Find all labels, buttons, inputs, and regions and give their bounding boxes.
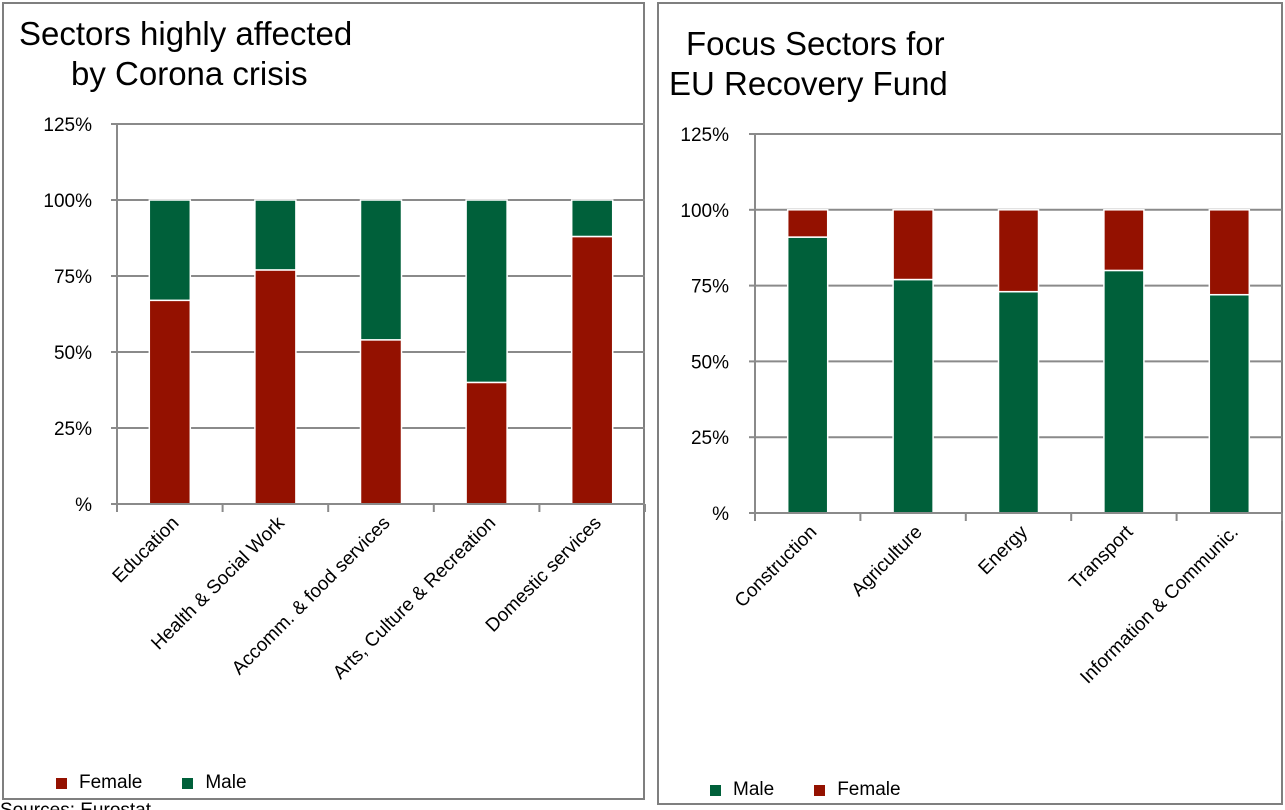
legend-label-female: Female bbox=[837, 779, 901, 800]
bar-female bbox=[148, 299, 192, 505]
bar-male bbox=[1208, 293, 1251, 514]
bar-male bbox=[997, 290, 1040, 514]
legend-swatch-female bbox=[56, 777, 67, 789]
chart-title-line-2: EU Recovery Fund bbox=[669, 65, 948, 102]
bar-male bbox=[892, 278, 934, 514]
axes bbox=[111, 123, 646, 512]
bar-female bbox=[465, 381, 508, 505]
chart-title-line-1: Sectors highly affected bbox=[19, 15, 353, 52]
y-tick-label: 75% bbox=[691, 277, 729, 298]
legend-label-male: Male bbox=[205, 772, 247, 793]
y-tick-label: % bbox=[712, 504, 729, 525]
y-tick-label: 100% bbox=[43, 191, 92, 212]
y-tick-label: 125% bbox=[680, 125, 729, 146]
bar-female bbox=[1208, 209, 1251, 296]
y-tick-label: 125% bbox=[43, 115, 92, 136]
legend-swatch-male bbox=[710, 784, 721, 796]
bar-male bbox=[359, 199, 403, 341]
y-tick-label: 50% bbox=[691, 352, 729, 373]
y-tick-label: 100% bbox=[680, 201, 729, 222]
bar-male bbox=[786, 236, 829, 514]
bar-female bbox=[1103, 209, 1145, 272]
y-tick-label: 25% bbox=[54, 419, 92, 440]
chart-legend: Female Male bbox=[56, 772, 287, 794]
bar-female bbox=[786, 209, 829, 238]
bar-female bbox=[997, 209, 1040, 293]
axes bbox=[749, 133, 1283, 521]
legend-label-female: Female bbox=[79, 772, 143, 793]
legend-item-female: Female bbox=[56, 772, 142, 794]
bar-female bbox=[570, 235, 614, 505]
x-category-label: Agriculture bbox=[848, 522, 927, 601]
chart-title: Focus Sectors for EU Recovery Fund bbox=[669, 24, 948, 104]
legend-item-male: Male bbox=[710, 779, 774, 801]
legend-item-female: Female bbox=[814, 779, 901, 801]
chart-panel-eu-recovery-fund: Focus Sectors for EU Recovery Fund % 25% 50… bbox=[657, 2, 1283, 805]
y-tick-label: % bbox=[75, 495, 92, 516]
legend-item-male: Male bbox=[182, 772, 247, 794]
legend-swatch-female bbox=[814, 784, 826, 796]
bar-male bbox=[148, 199, 192, 302]
x-category-label: Transport bbox=[1066, 521, 1138, 593]
legend-label-male: Male bbox=[733, 779, 775, 800]
x-category-label: Construction bbox=[731, 522, 821, 612]
bar-male bbox=[254, 199, 297, 271]
bar-chart-eu-recovery-fund: % 25% 50% 75% 100% 125% Construction Agricultur… bbox=[680, 125, 1283, 688]
bar-male bbox=[465, 199, 508, 384]
source-note: Sources: Eurostat bbox=[0, 800, 151, 810]
bar-male bbox=[570, 199, 614, 238]
x-category-label: Energy bbox=[975, 521, 1033, 579]
y-tick-label: 50% bbox=[54, 343, 92, 364]
bars bbox=[786, 209, 1251, 514]
chart-legend: Male Female bbox=[710, 779, 941, 801]
chart-title-line-1: Focus Sectors for bbox=[686, 25, 945, 62]
bar-female bbox=[254, 269, 297, 505]
legend-swatch-male bbox=[182, 777, 194, 789]
bar-male bbox=[1103, 269, 1145, 514]
chart-title: Sectors highly affected by Corona crisis bbox=[19, 14, 352, 94]
x-category-label: Domestic services bbox=[482, 513, 606, 637]
bar-female bbox=[359, 339, 403, 505]
y-tick-label: 25% bbox=[691, 428, 729, 449]
x-category-label: Education bbox=[109, 513, 184, 588]
y-tick-label: 75% bbox=[54, 267, 92, 288]
chart-title-line-2: by Corona crisis bbox=[71, 55, 308, 92]
chart-panel-sectors-affected: Sectors highly affected by Corona crisis … bbox=[2, 2, 646, 800]
bar-female bbox=[892, 209, 934, 281]
bars bbox=[148, 199, 614, 505]
